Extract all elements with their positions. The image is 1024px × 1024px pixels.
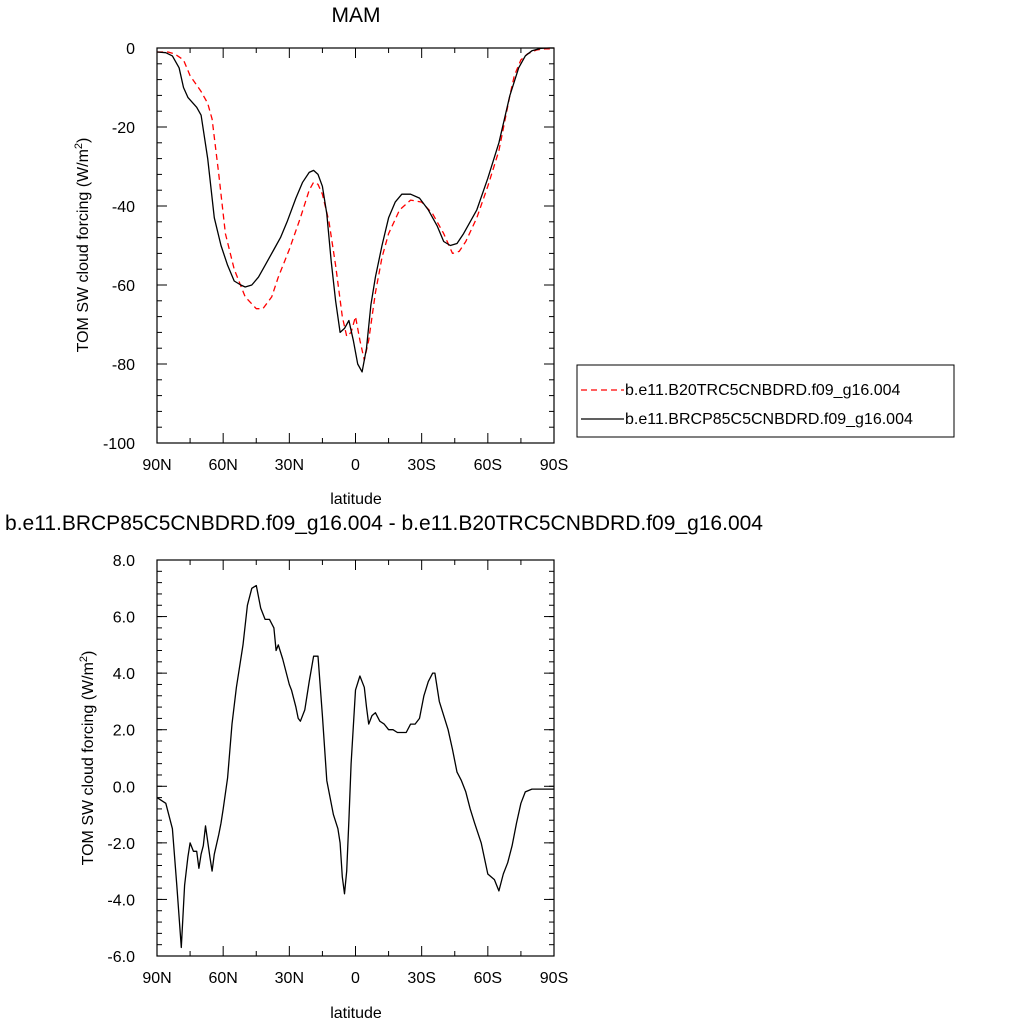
y-tick-label: -4.0 xyxy=(107,892,135,909)
y-axis: 0 -20 -40 -60 -80 -100 xyxy=(103,41,554,453)
x-tick-label: 30N xyxy=(275,970,304,987)
y-tick-label: 0 xyxy=(126,41,135,58)
series-group xyxy=(156,47,554,373)
y-tick-label: -80 xyxy=(112,357,135,374)
chart-title: MAM xyxy=(332,4,381,27)
x-tick-label: 90N xyxy=(142,457,171,474)
series-line-1 xyxy=(157,48,554,361)
legend: b.e11.B20TRC5CNBDRD.f09_g16.004 b.e11.BR… xyxy=(576,364,955,438)
chart-mam: MAM 90N 60N 30N 0 30S 60S 90S 0 -20 -40 -60 -80 -10… xyxy=(73,4,955,508)
chart-title: b.e11.BRCP85C5CNBDRD.f09_g16.004 - b.e11… xyxy=(5,512,763,535)
x-tick-label: 60N xyxy=(208,457,237,474)
x-tick-label: 90S xyxy=(540,970,568,987)
x-tick-label: 90S xyxy=(540,457,568,474)
legend-entry-1: b.e11.B20TRC5CNBDRD.f09_g16.004 xyxy=(625,382,901,399)
x-tick-label: 30S xyxy=(407,970,435,987)
y-axis-label: TOM SW cloud forcing (W/m2) xyxy=(73,138,92,353)
y-tick-label: -40 xyxy=(112,199,135,216)
series-group xyxy=(156,584,554,949)
x-tick-label: 30N xyxy=(275,457,304,474)
x-axis: 90N 60N 30N 0 30S 60S 90S xyxy=(142,560,568,987)
y-tick-label: 4.0 xyxy=(113,666,135,683)
x-tick-label: 60N xyxy=(208,970,237,987)
x-axis: 90N 60N 30N 0 30S 60S 90S xyxy=(142,48,568,474)
x-tick-label: 30S xyxy=(407,457,435,474)
series-line-1 xyxy=(156,584,554,949)
y-tick-label: 2.0 xyxy=(113,723,135,740)
y-tick-label: -2.0 xyxy=(107,836,135,853)
x-tick-label: 90N xyxy=(142,970,171,987)
legend-entry-2: b.e11.BRCP85C5CNBDRD.f09_g16.004 xyxy=(625,411,913,428)
x-tick-label: 60S xyxy=(474,457,502,474)
y-tick-label: -6.0 xyxy=(107,949,135,966)
plot-frame xyxy=(156,559,555,957)
y-tick-label: -100 xyxy=(103,436,135,453)
x-axis-label: latitude xyxy=(330,1005,382,1022)
x-tick-label: 0 xyxy=(351,970,360,987)
x-tick-label: 60S xyxy=(474,970,502,987)
y-tick-label: -60 xyxy=(112,278,135,295)
y-tick-label: 8.0 xyxy=(113,553,135,570)
y-tick-label: 6.0 xyxy=(113,610,135,627)
x-tick-label: 0 xyxy=(351,457,360,474)
y-axis-label: TOM SW cloud forcing (W/m2) xyxy=(78,651,97,866)
y-tick-label: 0.0 xyxy=(113,779,135,796)
series-line-2 xyxy=(156,47,554,373)
x-axis-label: latitude xyxy=(330,491,382,508)
y-axis: 8.0 6.0 4.0 2.0 0.0 -2.0 -4.0 -6.0 xyxy=(107,553,554,966)
chart-difference: b.e11.BRCP85C5CNBDRD.f09_g16.004 - b.e11… xyxy=(5,512,763,1022)
y-tick-label: -20 xyxy=(112,120,135,137)
plot-frame xyxy=(156,47,555,444)
legend-box xyxy=(576,364,955,438)
